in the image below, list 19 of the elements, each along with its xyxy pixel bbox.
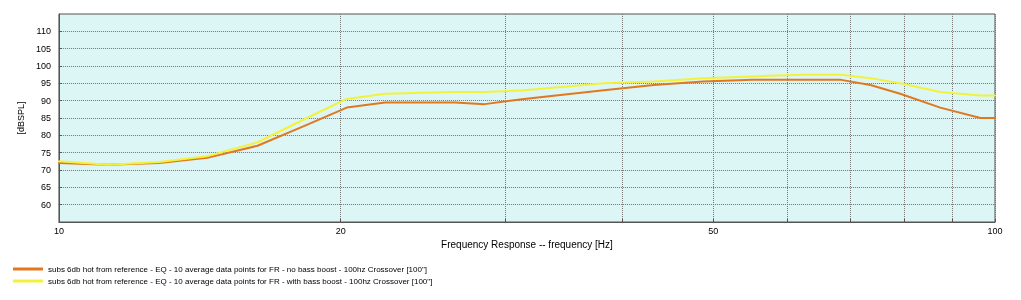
legend-label: subs 6db hot from reference - EQ - 10 average data points for FR - with bass boost - 100hz Crossover [100"] — [48, 276, 433, 286]
y-axis-title: [dBSPL] — [15, 101, 26, 135]
legend-label: subs 6db hot from reference - EQ - 10 average data points for FR - no bass boost - 100hz Crossover [100"] — [48, 264, 428, 274]
y-tick-label: 90 — [40, 95, 51, 106]
y-tick-label: 95 — [40, 78, 51, 89]
y-tick-label: 65 — [40, 182, 51, 193]
x-tick-label: 50 — [708, 225, 719, 236]
y-tick-label: 75 — [40, 147, 51, 158]
y-tick-label: 110 — [36, 26, 51, 37]
y-tick-label: 105 — [35, 43, 51, 54]
x-axis-title: Frequency Response -- frequency [Hz] — [441, 239, 614, 251]
y-tick-label: 100 — [35, 61, 51, 71]
y-tick-label: 80 — [40, 130, 51, 141]
y-tick-label: 85 — [40, 113, 51, 123]
y-tick-label: 60 — [40, 199, 51, 210]
y-tick-label: 70 — [40, 165, 51, 175]
x-tick-label: 100 — [987, 225, 1003, 236]
x-tick-label: 20 — [335, 225, 346, 236]
x-tick-label: 10 — [53, 225, 64, 236]
